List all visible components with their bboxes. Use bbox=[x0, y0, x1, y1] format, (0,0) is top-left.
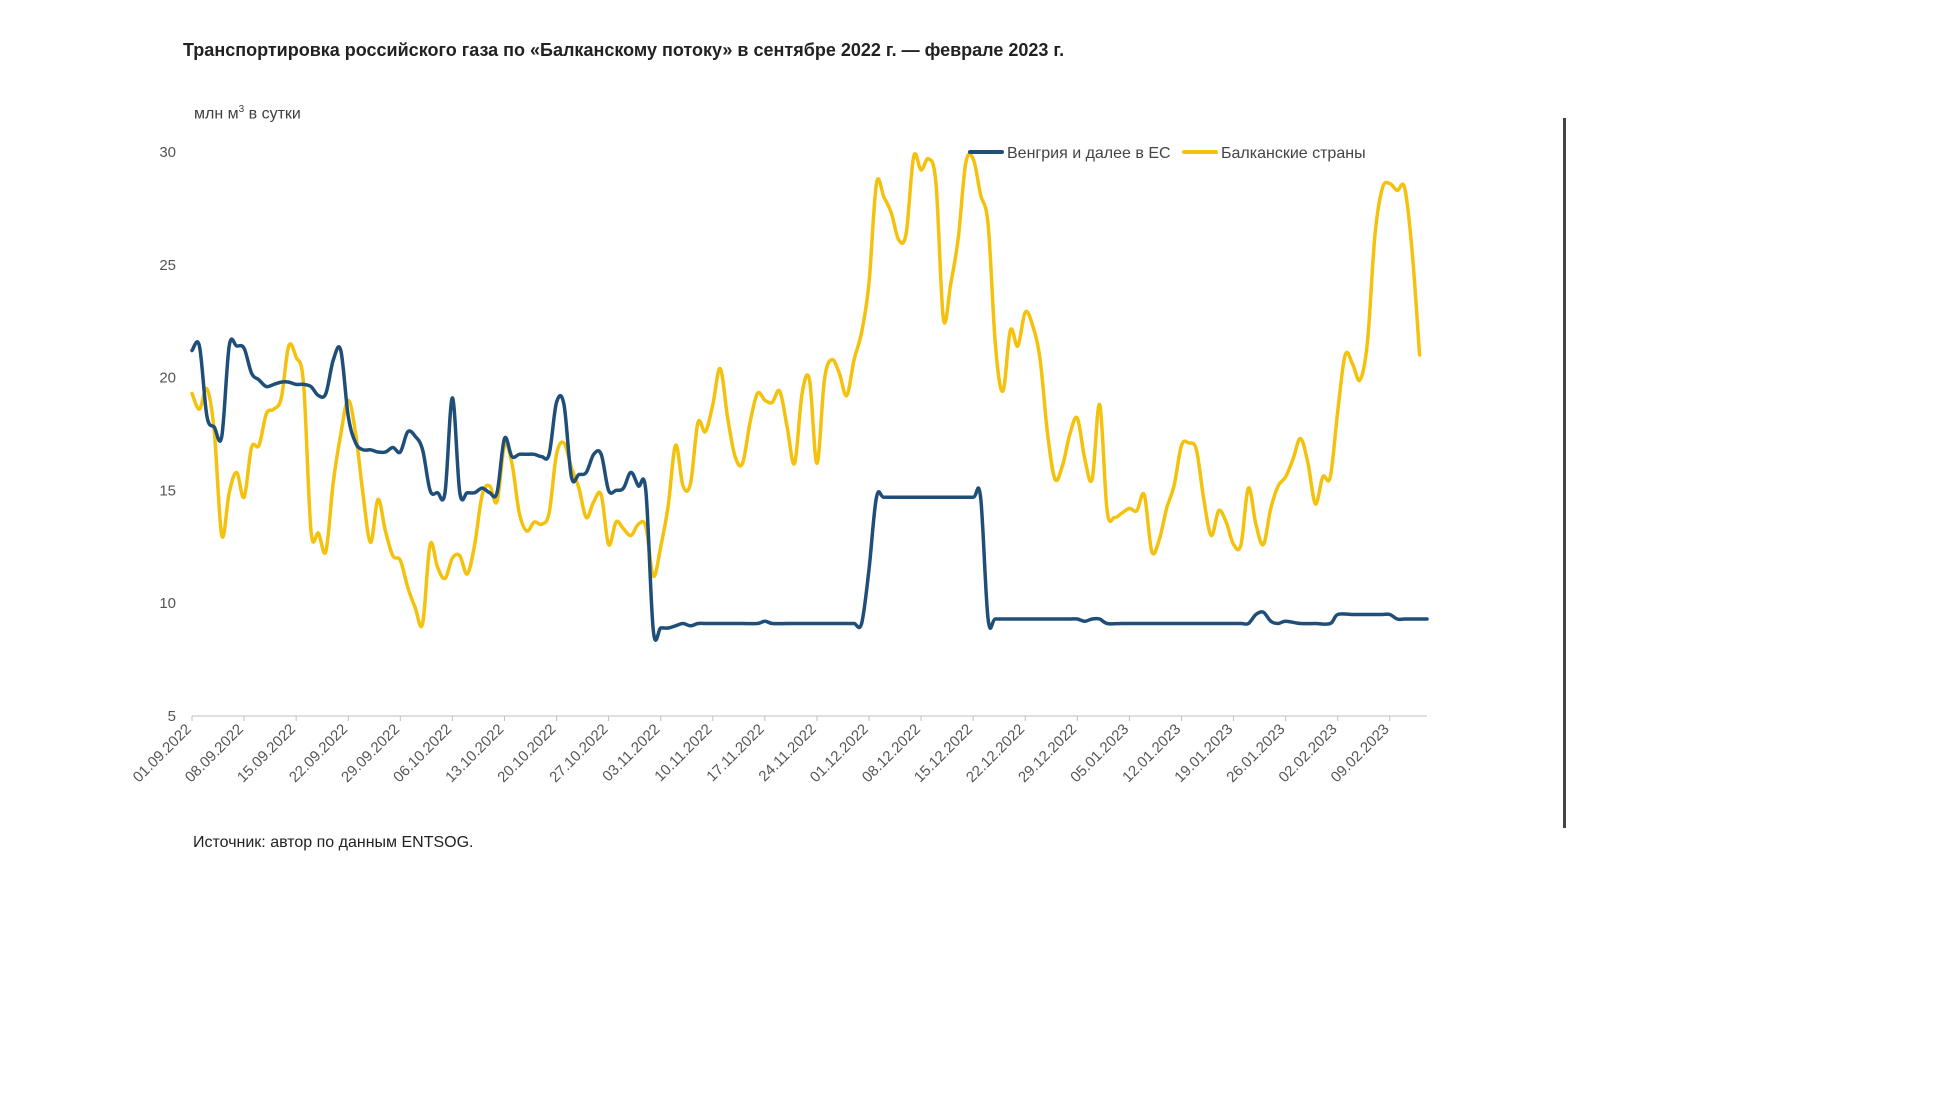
y-tick-label: 25 bbox=[159, 257, 176, 274]
unit-main: млн м bbox=[194, 105, 239, 123]
unit-tail: в сутки bbox=[244, 105, 301, 123]
unit-superscript: 3 bbox=[238, 104, 245, 115]
y-tick-label: 5 bbox=[168, 708, 176, 725]
chart-title: Транспортировка российского газа по «Бал… bbox=[183, 40, 1065, 60]
legend: Венгрия и далее в ЕС Балканские страны bbox=[968, 145, 1366, 162]
right-edge-divider bbox=[1563, 118, 1566, 828]
series-line-hungary bbox=[190, 337, 1429, 642]
y-tick-label: 10 bbox=[159, 595, 176, 612]
y-tick-label: 30 bbox=[159, 144, 176, 161]
y-axis-ticks: 5 10 15 20 25 30 bbox=[159, 144, 176, 725]
source-note: Источник: автор по данным ENTSOG. bbox=[193, 834, 474, 851]
series-line-balkan bbox=[190, 152, 1422, 629]
x-axis-ticks: 01.09.202208.09.202215.09.202222.09.2022… bbox=[130, 716, 1393, 786]
legend-label: Венгрия и далее в ЕС bbox=[1007, 145, 1171, 162]
series-lines bbox=[190, 152, 1429, 642]
y-tick-label: 20 bbox=[159, 370, 176, 387]
y-axis-unit-label: млн м3 в сутки bbox=[194, 104, 301, 123]
y-tick-label: 15 bbox=[159, 482, 176, 499]
legend-label: Балканские страны bbox=[1221, 145, 1366, 162]
line-chart: 5 10 15 20 25 30 01.09.202208.09.202215.09.20… bbox=[130, 144, 1429, 786]
